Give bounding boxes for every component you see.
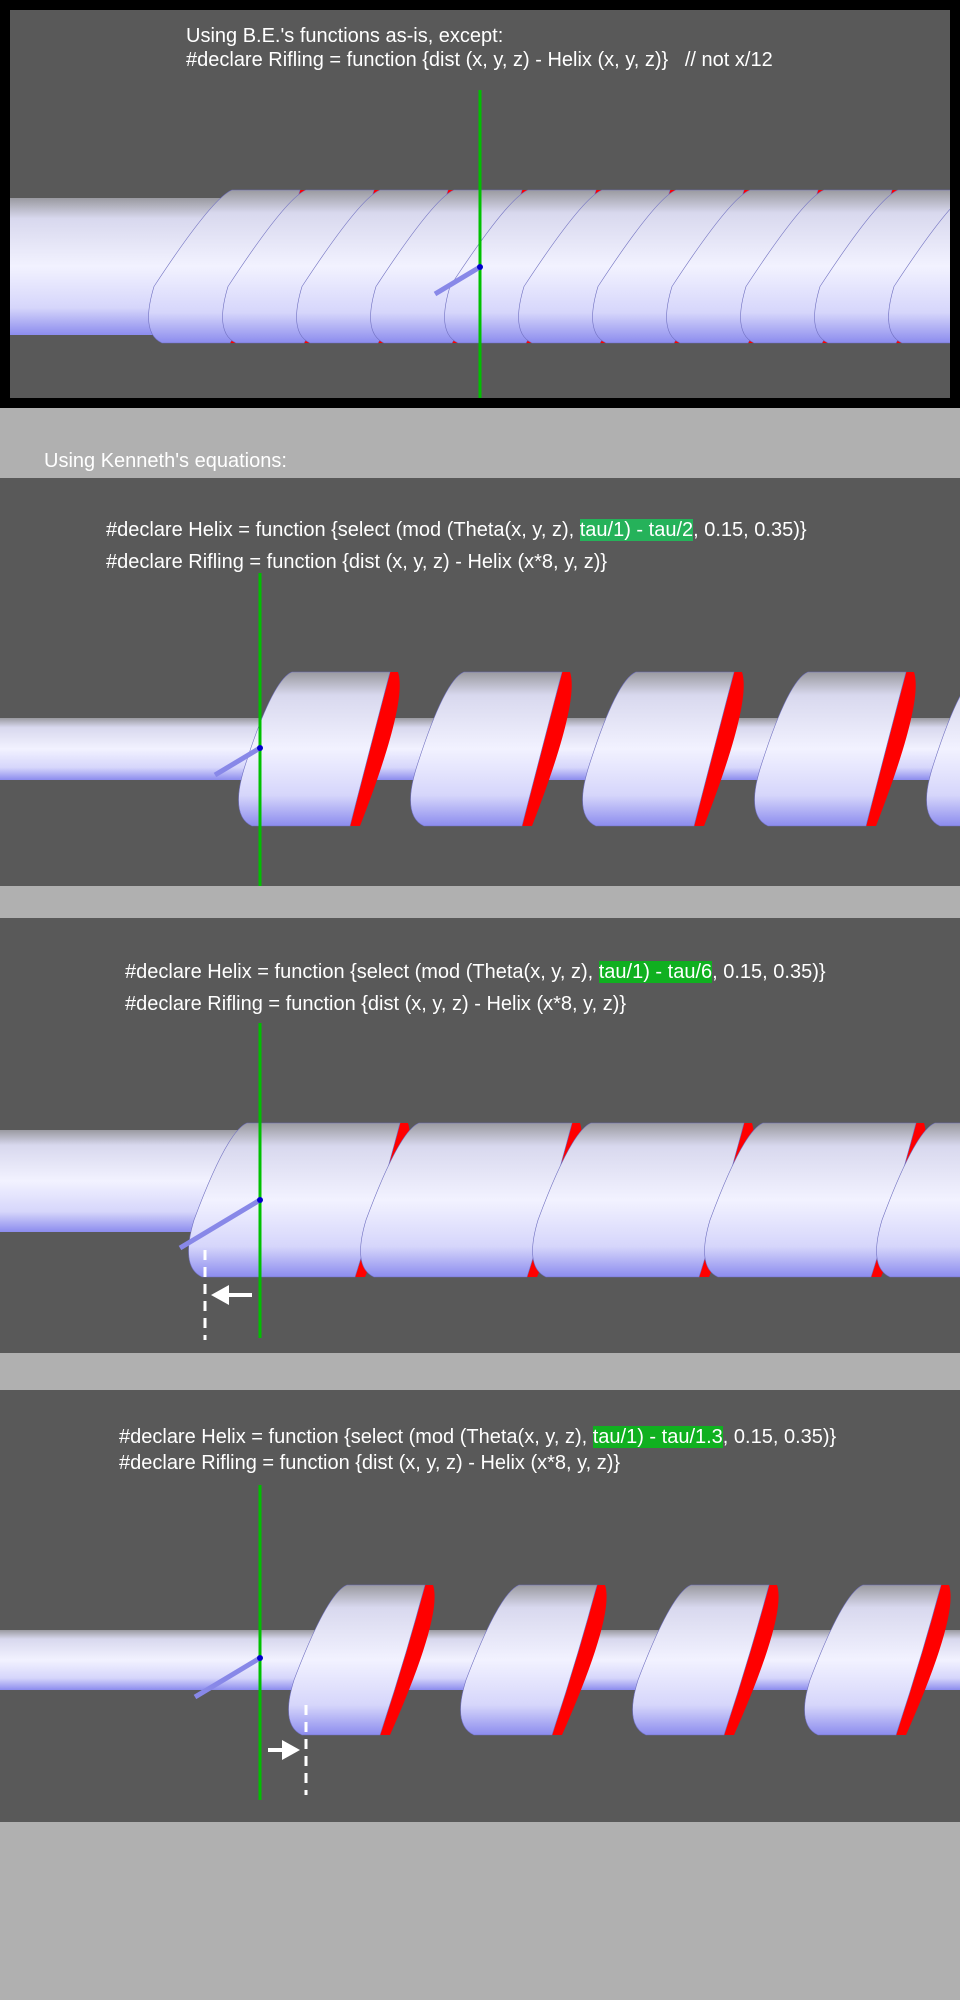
- helix-band: [888, 208, 950, 344]
- panel1-title: Using B.E.'s functions as-is, except:: [186, 25, 504, 47]
- helix-band: [238, 671, 391, 827]
- render-panel-3: #declare Helix = function {select (mod (…: [0, 918, 960, 1353]
- helix-band: [410, 671, 563, 827]
- helix-code-post: , 0.15, 0.35)}: [693, 519, 807, 541]
- helix-render-1: [10, 90, 950, 398]
- helix-code: #declare Helix = function {select (mod (…: [125, 960, 826, 984]
- ray-line: [178, 1197, 262, 1251]
- panel1-comment: // not x/12: [684, 49, 773, 71]
- rifling-code: #declare Rifling = function {dist (x, y,…: [106, 551, 608, 573]
- section-label: Using Kenneth's equations:: [44, 450, 287, 472]
- helix-render-3: [0, 1023, 960, 1340]
- helix-render-4: [0, 1485, 960, 1800]
- arrow-left-icon: [211, 1285, 229, 1305]
- helix-band: [288, 1584, 426, 1736]
- ray-line: [213, 745, 262, 778]
- helix-band: [460, 1584, 598, 1736]
- rifling-code: #declare Rifling = function {dist (x, y,…: [119, 1452, 621, 1474]
- helix-code-highlight: tau/1) - tau/1.3: [592, 1426, 723, 1448]
- helix-code-post: , 0.15, 0.35)}: [712, 961, 826, 983]
- origin-dot: [257, 745, 263, 751]
- helix-band: [754, 671, 907, 827]
- helix-code-highlight: tau/1) - tau/6: [598, 961, 713, 983]
- ray-line: [433, 264, 482, 297]
- origin-dot: [257, 1655, 263, 1661]
- helix-code-post: , 0.15, 0.35)}: [722, 1426, 837, 1448]
- helix-render-2: [0, 573, 960, 886]
- arrow-right-icon: [282, 1740, 300, 1760]
- render-panel-4: #declare Helix = function {select (mod (…: [0, 1390, 960, 1822]
- origin-dot: [477, 264, 483, 270]
- helix-band: [632, 1584, 770, 1736]
- ray-line: [193, 1655, 262, 1700]
- helix-code: #declare Helix = function {select (mod (…: [119, 1425, 836, 1449]
- helix-code-pre: #declare Helix = function {select (mod (…: [119, 1426, 593, 1448]
- panel1-code-text: #declare Rifling = function {dist (x, y,…: [186, 49, 669, 71]
- helix-band: [926, 695, 960, 827]
- helix-band: [804, 1584, 942, 1736]
- helix-code-pre: #declare Helix = function {select (mod (…: [106, 519, 580, 541]
- panel1-code: #declare Rifling = function {dist (x, y,…: [186, 48, 773, 72]
- helix-code-pre: #declare Helix = function {select (mod (…: [125, 961, 599, 983]
- helix-code: #declare Helix = function {select (mod (…: [106, 518, 807, 542]
- origin-dot: [257, 1197, 263, 1203]
- rifling-code: #declare Rifling = function {dist (x, y,…: [125, 993, 627, 1015]
- helix-band: [582, 671, 735, 827]
- helix-band: [876, 1122, 960, 1278]
- helix-code-highlight: tau/1) - tau/2: [579, 519, 694, 541]
- render-panel-1: Using B.E.'s functions as-is, except: #d…: [0, 0, 960, 408]
- render-panel-2: #declare Helix = function {select (mod (…: [0, 478, 960, 886]
